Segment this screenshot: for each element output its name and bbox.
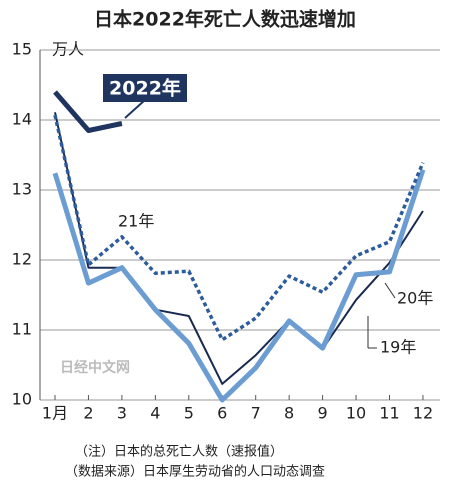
x-tick-label: 12 [413, 404, 433, 423]
x-tick-label: 7 [251, 404, 261, 423]
x-tick-label: 1月 [42, 404, 68, 423]
series-label: 20年 [397, 289, 433, 308]
x-tick-label: 5 [184, 404, 194, 423]
label-box [103, 74, 187, 102]
y-tick-label: 15 [12, 40, 32, 59]
y-tick-label: 14 [12, 110, 32, 129]
x-tick-label: 2 [83, 404, 93, 423]
note: （注）日本的总死亡人数（速报值） [75, 444, 283, 460]
series-line [53, 114, 425, 342]
series-line [53, 90, 123, 133]
series-label: 19年 [380, 338, 416, 357]
y-tick-label: 10 [12, 390, 32, 409]
series-label: 21年 [118, 212, 154, 231]
leader-line [124, 99, 146, 119]
x-tick-label: 4 [150, 404, 160, 423]
x-tick-label: 11 [379, 404, 399, 423]
leader-line [384, 282, 396, 299]
y-tick-label: 11 [12, 320, 32, 339]
chart-title: 日本2022年死亡人数迅速增加 [94, 8, 356, 31]
series-label: 2022年 [109, 77, 181, 100]
x-tick-label: 10 [346, 404, 366, 423]
y-tick-label: 12 [12, 250, 32, 269]
x-tick-label: 3 [117, 404, 127, 423]
unit-label: 万人 [52, 40, 84, 59]
series-line [52, 168, 426, 403]
watermark: 日经中文网 [60, 359, 130, 376]
y-tick-label: 13 [12, 180, 32, 199]
x-tick-label: 8 [284, 404, 294, 423]
x-tick-label: 6 [217, 404, 227, 423]
note: （数据来源）日本厚生劳动省的人口动态调查 [65, 464, 325, 480]
x-tick-label: 9 [318, 404, 328, 423]
